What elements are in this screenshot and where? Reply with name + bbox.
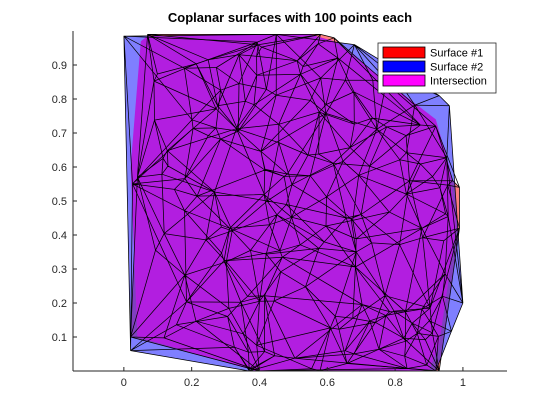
y-tick-label: 0.1 — [52, 332, 67, 344]
x-tick-label: 1 — [460, 377, 466, 389]
y-tick-label: 0.8 — [52, 94, 67, 106]
legend-label-1: Surface #1 — [430, 48, 483, 60]
y-tick-label: 0.5 — [52, 196, 67, 208]
x-tick-label: 0.6 — [320, 377, 335, 389]
mesh-surface-2 — [123, 34, 464, 371]
legend: Surface #1 Surface #2 Intersection — [377, 42, 497, 94]
axes: 0 0.2 0.4 0.6 0.8 1 0.1 0.2 0.3 0.4 0.5 0.6 0.7 0.8 0… — [52, 31, 507, 389]
x-tick-label: 0.4 — [252, 377, 267, 389]
legend-swatch-3 — [382, 74, 426, 87]
y-tick-label: 0.3 — [52, 264, 67, 276]
legend-swatch-2 — [382, 60, 426, 73]
y-tick-label: 0.6 — [52, 162, 67, 174]
legend-swatch-1 — [382, 46, 426, 59]
x-tick-label: 0.8 — [387, 377, 402, 389]
legend-label-3: Intersection — [430, 76, 487, 88]
x-tick-label: 0 — [121, 377, 127, 389]
chart-title: Coplanar surfaces with 100 points each — [168, 10, 412, 25]
plot-area — [123, 34, 464, 371]
triangulation-mesh — [123, 34, 464, 371]
y-tick-label: 0.2 — [52, 298, 67, 310]
x-tick-label: 0.2 — [184, 377, 199, 389]
y-tick-label: 0.4 — [52, 230, 67, 242]
legend-label-2: Surface #2 — [430, 62, 483, 74]
y-tick-label: 0.9 — [52, 60, 67, 72]
y-tick-label: 0.7 — [52, 128, 67, 140]
